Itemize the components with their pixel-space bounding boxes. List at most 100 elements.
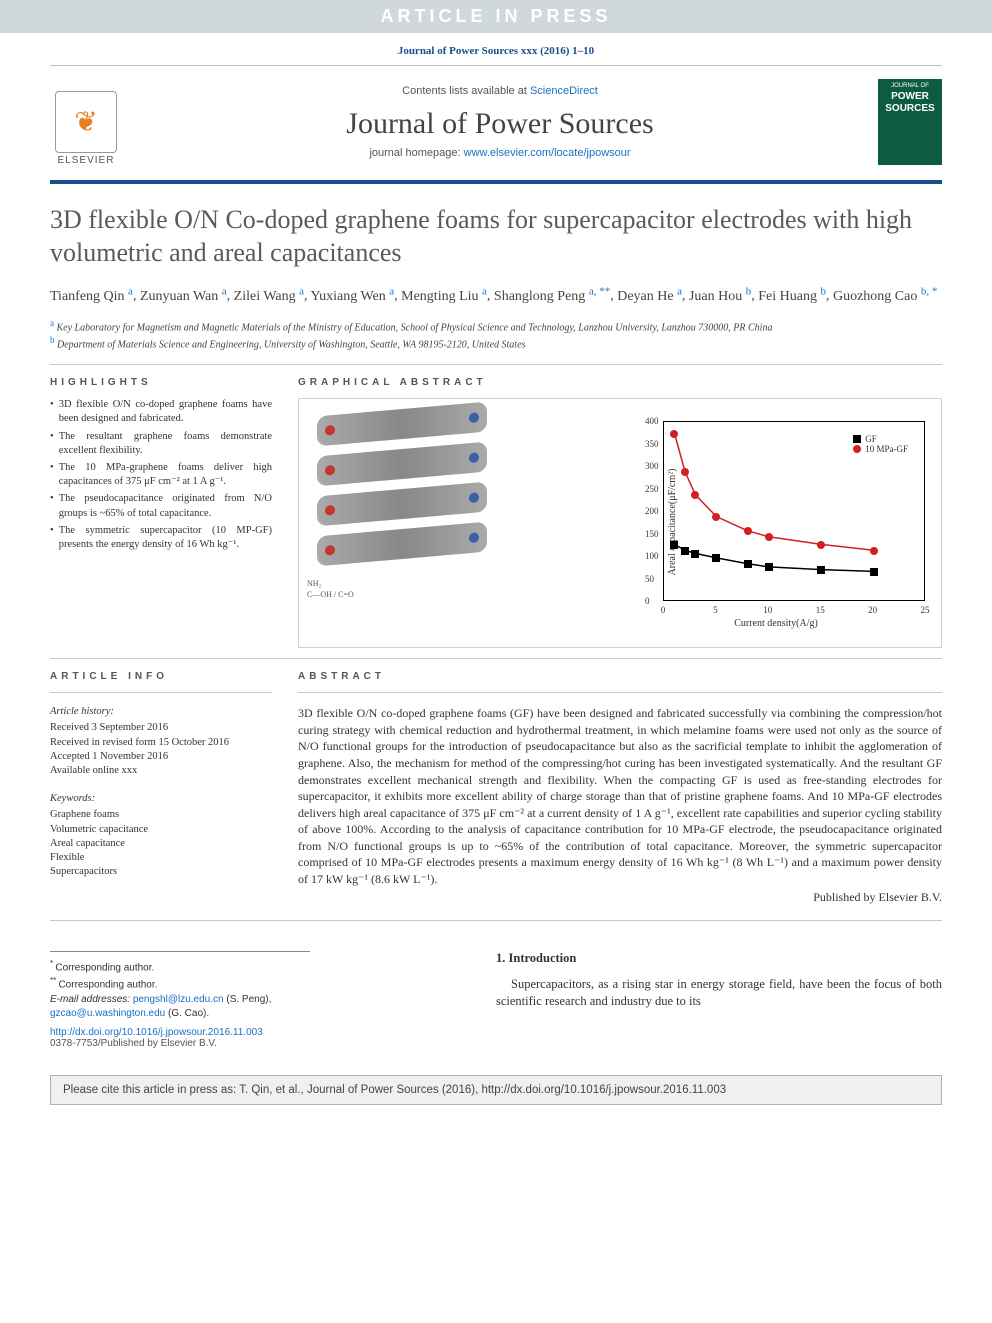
highlight-item: The symmetric supercapacitor (10 MP-GF) … (50, 524, 272, 552)
contents-line: Contents lists available at ScienceDirec… (138, 85, 862, 97)
divider (50, 658, 942, 659)
homepage-link[interactable]: www.elsevier.com/locate/jpowsour (464, 147, 631, 159)
affiliation-mark: a (299, 285, 304, 297)
author: Zilei Wang a (234, 289, 304, 304)
doi-link[interactable]: http://dx.doi.org/10.1016/j.jpowsour.201… (50, 1027, 470, 1038)
divider (50, 364, 942, 365)
intro-row: * Corresponding author. ** Corresponding… (50, 951, 942, 1049)
graphical-abstract-figure: NH₂ C—OH / C=O Areal capacitance(μF/cm²)… (298, 398, 942, 648)
graphical-abstract-label: GRAPHICAL ABSTRACT (298, 377, 942, 388)
email-peng[interactable]: pengshl@lzu.edu.cn (133, 994, 224, 1005)
highlight-item: 3D flexible O/N co-doped graphene foams … (50, 398, 272, 426)
divider (50, 692, 272, 693)
abstract-row: ARTICLE INFO Article history: Received 3… (50, 671, 942, 906)
graphene-layer (317, 482, 487, 527)
chart-point (691, 491, 699, 499)
affiliation-mark: a (222, 285, 227, 297)
highlight-item: The resultant graphene foams demonstrate… (50, 430, 272, 458)
homepage-prefix: journal homepage: (369, 147, 463, 159)
history-accepted: Accepted 1 November 2016 (50, 750, 272, 764)
chart-xtick: 0 (661, 605, 666, 615)
chart-point (670, 430, 678, 438)
highlights-label: HIGHLIGHTS (50, 377, 272, 388)
affiliation-mark: a (389, 285, 394, 297)
keywords-block: Keywords: Graphene foamsVolumetric capac… (50, 792, 272, 879)
sciencedirect-link[interactable]: ScienceDirect (530, 85, 598, 97)
citation-header: Journal of Power Sources xxx (2016) 1–10 (0, 33, 992, 65)
graphene-layer (317, 402, 487, 447)
graphene-layer (317, 522, 487, 567)
chart-xtick: 25 (921, 605, 930, 615)
cover-line3: SOURCES (885, 103, 934, 114)
chart-ytick: 400 (645, 416, 659, 426)
article-in-press-banner: ARTICLE IN PRESS (0, 0, 992, 33)
chart-point (681, 468, 689, 476)
article-history: Article history: Received 3 September 20… (50, 705, 272, 778)
author: Yuxiang Wen a (311, 289, 395, 304)
affiliation-mark: b (746, 285, 752, 297)
chart-ytick: 150 (645, 529, 659, 539)
author: Shanglong Peng a, ** (494, 289, 610, 304)
highlights-col: HIGHLIGHTS 3D flexible O/N co-doped grap… (50, 377, 272, 652)
chart-plot-area: GF10 MPa-GF (663, 421, 925, 601)
author: Deyan He a (617, 289, 682, 304)
highlight-item: The 10 MPa-graphene foams deliver high c… (50, 461, 272, 489)
keyword: Graphene foams (50, 808, 272, 822)
label-cooh: C—OH / C=O (307, 590, 354, 600)
keyword: Areal capacitance (50, 837, 272, 851)
chart-point (765, 533, 773, 541)
cover-line2: POWER (891, 91, 929, 102)
chart-xtick: 15 (816, 605, 825, 615)
affiliation-mark: b (820, 285, 826, 297)
masthead: ❦ ELSEVIER Contents lists available at S… (50, 65, 942, 184)
highlights-row: HIGHLIGHTS 3D flexible O/N co-doped grap… (50, 377, 942, 652)
history-received: Received 3 September 2016 (50, 721, 272, 735)
divider (298, 692, 942, 693)
intro-paragraph: Supercapacitors, as a rising star in ene… (496, 976, 942, 1011)
chart-ytick: 0 (645, 596, 650, 606)
chart-xtick: 10 (763, 605, 772, 615)
history-label: Article history: (50, 705, 272, 719)
highlight-item: The pseudocapacitance originated from N/… (50, 492, 272, 520)
homepage-line: journal homepage: www.elsevier.com/locat… (138, 147, 862, 159)
affiliation-mark: a (677, 285, 682, 297)
corr-note-1: * Corresponding author. (50, 958, 310, 975)
doi-block: http://dx.doi.org/10.1016/j.jpowsour.201… (50, 1027, 470, 1049)
chart-legend-item: GF (853, 434, 908, 444)
name-cao: (G. Cao). (168, 1008, 209, 1019)
history-online: Available online xxx (50, 764, 272, 778)
highlights-list: 3D flexible O/N co-doped graphene foams … (50, 398, 272, 552)
author: Zunyuan Wan a (140, 289, 227, 304)
keyword: Volumetric capacitance (50, 823, 272, 837)
affiliation: b Department of Materials Science and En… (50, 334, 942, 352)
chart-point (817, 541, 825, 549)
author: Juan Hou b (689, 289, 751, 304)
article-info-col: ARTICLE INFO Article history: Received 3… (50, 671, 272, 906)
email-cao[interactable]: gzcao@u.washington.edu (50, 1008, 165, 1019)
elsevier-label: ELSEVIER (58, 155, 115, 166)
affiliation: a Key Laboratory for Magnetism and Magne… (50, 317, 942, 335)
corr-note-2: ** Corresponding author. (50, 975, 310, 992)
email-line: E-mail addresses: pengshl@lzu.edu.cn (S.… (50, 993, 310, 1021)
abstract-col: ABSTRACT 3D flexible O/N co-doped graphe… (298, 671, 942, 906)
affiliation-mark: b, * (921, 285, 938, 297)
contents-prefix: Contents lists available at (402, 85, 530, 97)
chart-xlabel: Current density(A/g) (621, 618, 931, 629)
introduction-col: 1. Introduction Supercapacitors, as a ri… (496, 951, 942, 1049)
abstract-label: ABSTRACT (298, 671, 942, 682)
label-nh2: NH₂ (307, 579, 354, 589)
masthead-center: Contents lists available at ScienceDirec… (138, 85, 862, 159)
author: Guozhong Cao b, * (833, 289, 937, 304)
keyword: Supercapacitors (50, 865, 272, 879)
graphene-layer (317, 442, 487, 487)
chart-ytick: 100 (645, 551, 659, 561)
issn-line: 0378-7753/Published by Elsevier B.V. (50, 1038, 470, 1049)
chart-legend: GF10 MPa-GF (849, 432, 912, 456)
corresponding-footnotes: * Corresponding author. ** Corresponding… (50, 951, 310, 1021)
author: Fei Huang b (758, 289, 826, 304)
abstract-text: 3D flexible O/N co-doped graphene foams … (298, 705, 942, 887)
graphical-abstract-col: GRAPHICAL ABSTRACT NH₂ C—OH / C=O Areal … (298, 377, 942, 652)
authors-line: Tianfeng Qin a, Zunyuan Wan a, Zilei Wan… (50, 283, 942, 307)
article-title: 3D flexible O/N Co-doped graphene foams … (50, 204, 942, 269)
keywords-label: Keywords: (50, 792, 272, 806)
